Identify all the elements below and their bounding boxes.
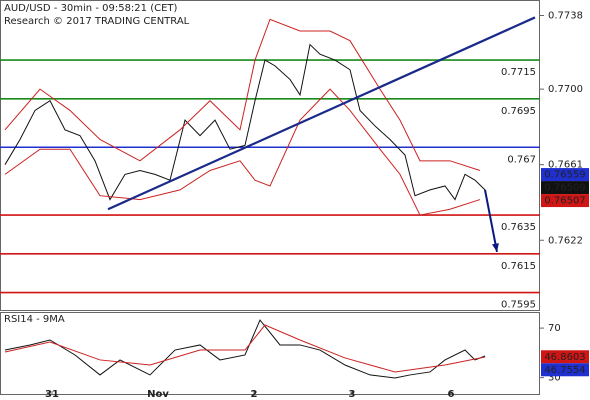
x-tick-label: 31 — [45, 389, 59, 400]
level-label: 0.7635 — [501, 222, 536, 233]
x-tick-label: 3 — [349, 389, 356, 400]
chart-title: AUD/USD - 30min - 09:58:21 (CET) — [4, 3, 178, 14]
series-line — [4, 319, 486, 379]
level-label: 0.767 — [507, 154, 536, 165]
price-box-label: 46.8603 — [544, 352, 585, 363]
price-box — [541, 350, 589, 364]
x-tick-label: Nov — [147, 389, 169, 400]
price-box — [541, 194, 589, 208]
level-label: 0.7615 — [501, 261, 536, 272]
trendline — [107, 16, 536, 211]
y-tick-label: 0.7622 — [548, 235, 583, 246]
price-box — [541, 363, 589, 377]
level-label: 0.7595 — [501, 300, 536, 311]
y-tick-label: 0.7661 — [548, 160, 583, 171]
price-box-label: 0.76559 — [544, 170, 585, 181]
y-tick-label: 70 — [548, 323, 561, 334]
series-line — [4, 88, 481, 216]
forecast-arrow — [484, 189, 498, 253]
rsi-frame — [0, 312, 540, 395]
price-box-label: 46.7554 — [544, 365, 585, 376]
price-box-label: 0.76507 — [544, 196, 585, 207]
series-line — [4, 43, 486, 201]
arrow-head — [491, 243, 499, 252]
series-line — [4, 18, 481, 171]
level-label: 0.7715 — [501, 67, 536, 78]
price-box — [541, 168, 589, 182]
price-frame — [0, 0, 540, 311]
y-tick-label: 30 — [548, 373, 561, 384]
price-box-label: 0.76509 — [544, 183, 585, 194]
price-box — [541, 181, 589, 195]
series-line — [4, 324, 486, 373]
rsi-title: RSI14 - 9MA — [4, 314, 65, 325]
y-tick-label: 0.7738 — [548, 11, 583, 22]
y-tick-label: 0.7700 — [548, 84, 583, 95]
level-label: 0.7695 — [501, 106, 536, 117]
x-tick-label: 6 — [448, 389, 455, 400]
x-tick-label: 2 — [251, 389, 258, 400]
chart-subtitle: Research © 2017 TRADING CENTRAL — [4, 16, 190, 27]
